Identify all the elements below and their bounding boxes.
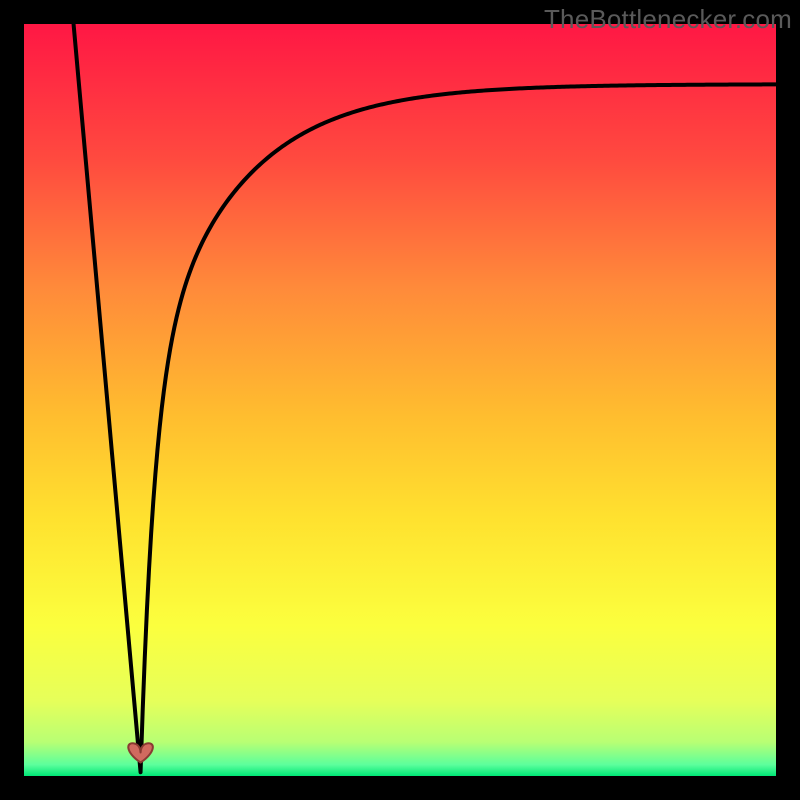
plot-background — [24, 24, 776, 776]
attribution-text: TheBottlenecker.com — [544, 4, 792, 35]
chart-container: TheBottlenecker.com — [0, 0, 800, 800]
chart-svg — [0, 0, 800, 800]
